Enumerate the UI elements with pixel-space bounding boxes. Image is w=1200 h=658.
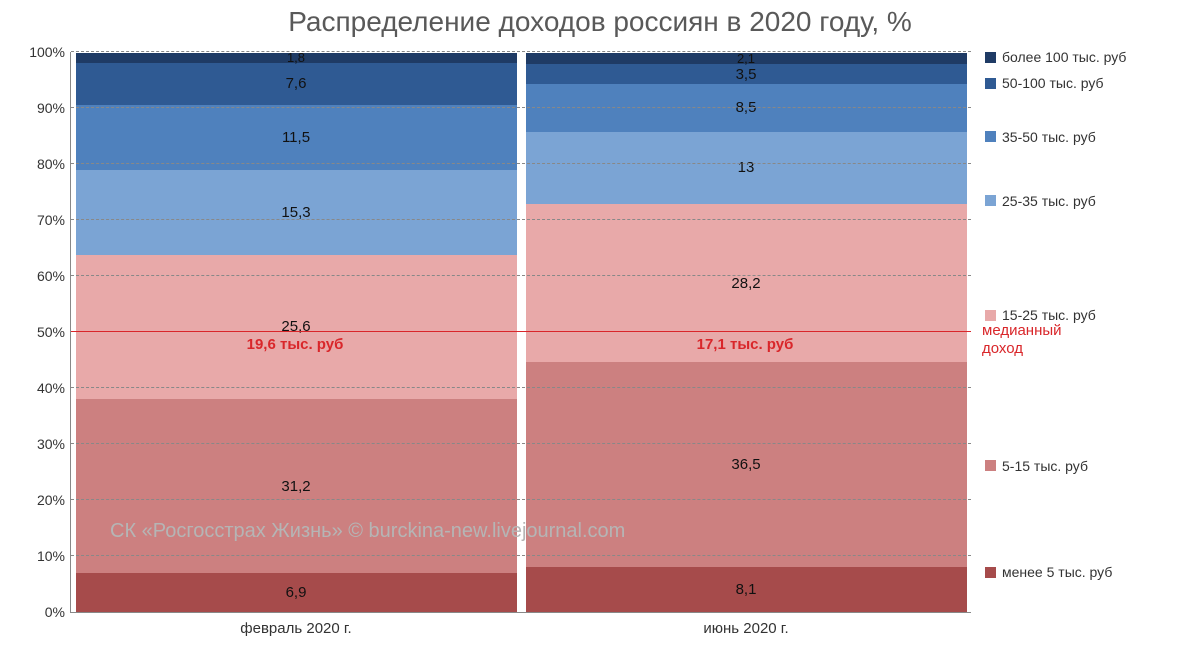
legend-item-lt5: менее 5 тыс. руб (985, 564, 1112, 580)
y-tick: 20% (37, 492, 71, 508)
segment-gt100: 2,1 (526, 53, 967, 65)
legend-swatch (985, 460, 996, 471)
legend-swatch (985, 131, 996, 142)
legend-swatch (985, 52, 996, 63)
stacked-bar: 6,9 31,2 25,6 15,3 11,5 7,6 1,8 (76, 52, 517, 612)
y-tick: 10% (37, 548, 71, 564)
segment-5_15: 36,5 (526, 362, 967, 566)
y-tick: 40% (37, 380, 71, 396)
segment-label: 3,5 (736, 66, 757, 83)
segment-25_35: 15,3 (76, 170, 517, 256)
x-category-label: февраль 2020 г. (71, 612, 521, 637)
gridline (71, 555, 971, 556)
legend-swatch (985, 78, 996, 89)
bar-slot: 6,931,225,615,311,57,61,8февраль 2020 г. (71, 52, 521, 612)
segment-lt5: 6,9 (76, 573, 517, 612)
bars-container: 6,931,225,615,311,57,61,8февраль 2020 г.… (71, 52, 971, 612)
y-tick: 90% (37, 100, 71, 116)
segment-gt100: 1,8 (76, 53, 517, 63)
legend-label: 35-50 тыс. руб (1002, 129, 1096, 145)
segment-label: 8,1 (736, 581, 757, 598)
segment-50_100: 3,5 (526, 64, 967, 84)
segment-50_100: 7,6 (76, 63, 517, 106)
segment-label: 25,6 (281, 318, 310, 335)
gridline (71, 51, 971, 52)
segment-label: 11,5 (282, 129, 310, 146)
gridline (71, 163, 971, 164)
legend-label: менее 5 тыс. руб (1002, 564, 1112, 580)
legend-item-35_50: 35-50 тыс. руб (985, 129, 1096, 145)
gridline (71, 443, 971, 444)
gridline (71, 387, 971, 388)
legend-label: 5-15 тыс. руб (1002, 458, 1088, 474)
y-tick: 80% (37, 156, 71, 172)
chart-title: Распределение доходов россиян в 2020 год… (0, 6, 1200, 38)
income-distribution-chart: Распределение доходов россиян в 2020 год… (0, 0, 1200, 658)
gridline (71, 499, 971, 500)
legend-swatch (985, 195, 996, 206)
legend-item-50_100: 50-100 тыс. руб (985, 75, 1104, 91)
legend-swatch (985, 310, 996, 321)
legend-item-25_35: 25-35 тыс. руб (985, 193, 1096, 209)
legend-item-gt100: более 100 тыс. руб (985, 49, 1126, 65)
gridline (71, 107, 971, 108)
y-tick: 50% (37, 324, 71, 340)
segment-15_25: 25,6 (76, 255, 517, 398)
y-tick: 0% (45, 604, 71, 620)
legend-label: 50-100 тыс. руб (1002, 75, 1104, 91)
segment-label: 28,2 (731, 275, 760, 292)
y-tick: 60% (37, 268, 71, 284)
segment-label: 7,6 (286, 75, 307, 92)
median-legend: медианныйдоход (982, 322, 1062, 358)
segment-35_50: 11,5 (76, 105, 517, 169)
stacked-bar: 8,136,528,2138,53,52,1 (526, 52, 967, 612)
segment-25_35: 13 (526, 132, 967, 205)
segment-label: 31,2 (281, 478, 310, 495)
x-category-label: июнь 2020 г. (521, 612, 971, 637)
median-value-label: 17,1 тыс. руб (697, 336, 794, 353)
plot-area: 6,931,225,615,311,57,61,8февраль 2020 г.… (70, 52, 971, 613)
segment-label: 2,1 (737, 51, 755, 66)
segment-lt5: 8,1 (526, 567, 967, 612)
legend-item-15_25: 15-25 тыс. руб (985, 307, 1096, 323)
y-tick: 100% (29, 44, 71, 60)
segment-label: 36,5 (731, 456, 760, 473)
segment-label: 6,9 (286, 584, 307, 601)
bar-slot: 8,136,528,2138,53,52,1июнь 2020 г. (521, 52, 971, 612)
legend-label: 15-25 тыс. руб (1002, 307, 1096, 323)
legend-label: 25-35 тыс. руб (1002, 193, 1096, 209)
segment-label: 13 (738, 159, 755, 176)
median-value-label: 19,6 тыс. руб (247, 336, 344, 353)
gridline (71, 275, 971, 276)
gridline (71, 219, 971, 220)
legend-label: более 100 тыс. руб (1002, 49, 1126, 65)
y-tick: 70% (37, 212, 71, 228)
median-line (71, 331, 971, 332)
legend-item-5_15: 5-15 тыс. руб (985, 458, 1088, 474)
segment-5_15: 31,2 (76, 399, 517, 574)
legend-swatch (985, 567, 996, 578)
y-tick: 30% (37, 436, 71, 452)
